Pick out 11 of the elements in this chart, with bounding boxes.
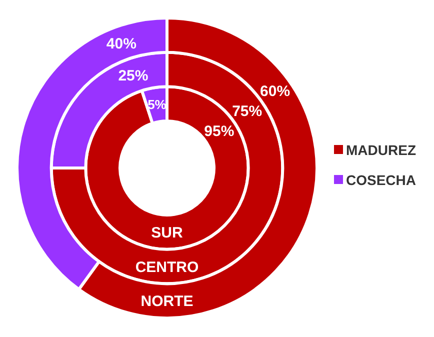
data-label: 5% bbox=[148, 97, 167, 112]
slice-label: CENTRO bbox=[135, 258, 199, 276]
data-label: 40% bbox=[106, 35, 136, 52]
slice-label: NORTE bbox=[140, 293, 194, 310]
slice-label: SUR bbox=[151, 224, 183, 242]
data-label: 25% bbox=[118, 68, 148, 85]
legend-label: MADUREZ bbox=[346, 142, 416, 158]
legend-label: COSECHA bbox=[346, 172, 416, 188]
data-label: 75% bbox=[232, 102, 262, 120]
data-label: 95% bbox=[204, 122, 234, 140]
data-label: 60% bbox=[260, 82, 290, 100]
